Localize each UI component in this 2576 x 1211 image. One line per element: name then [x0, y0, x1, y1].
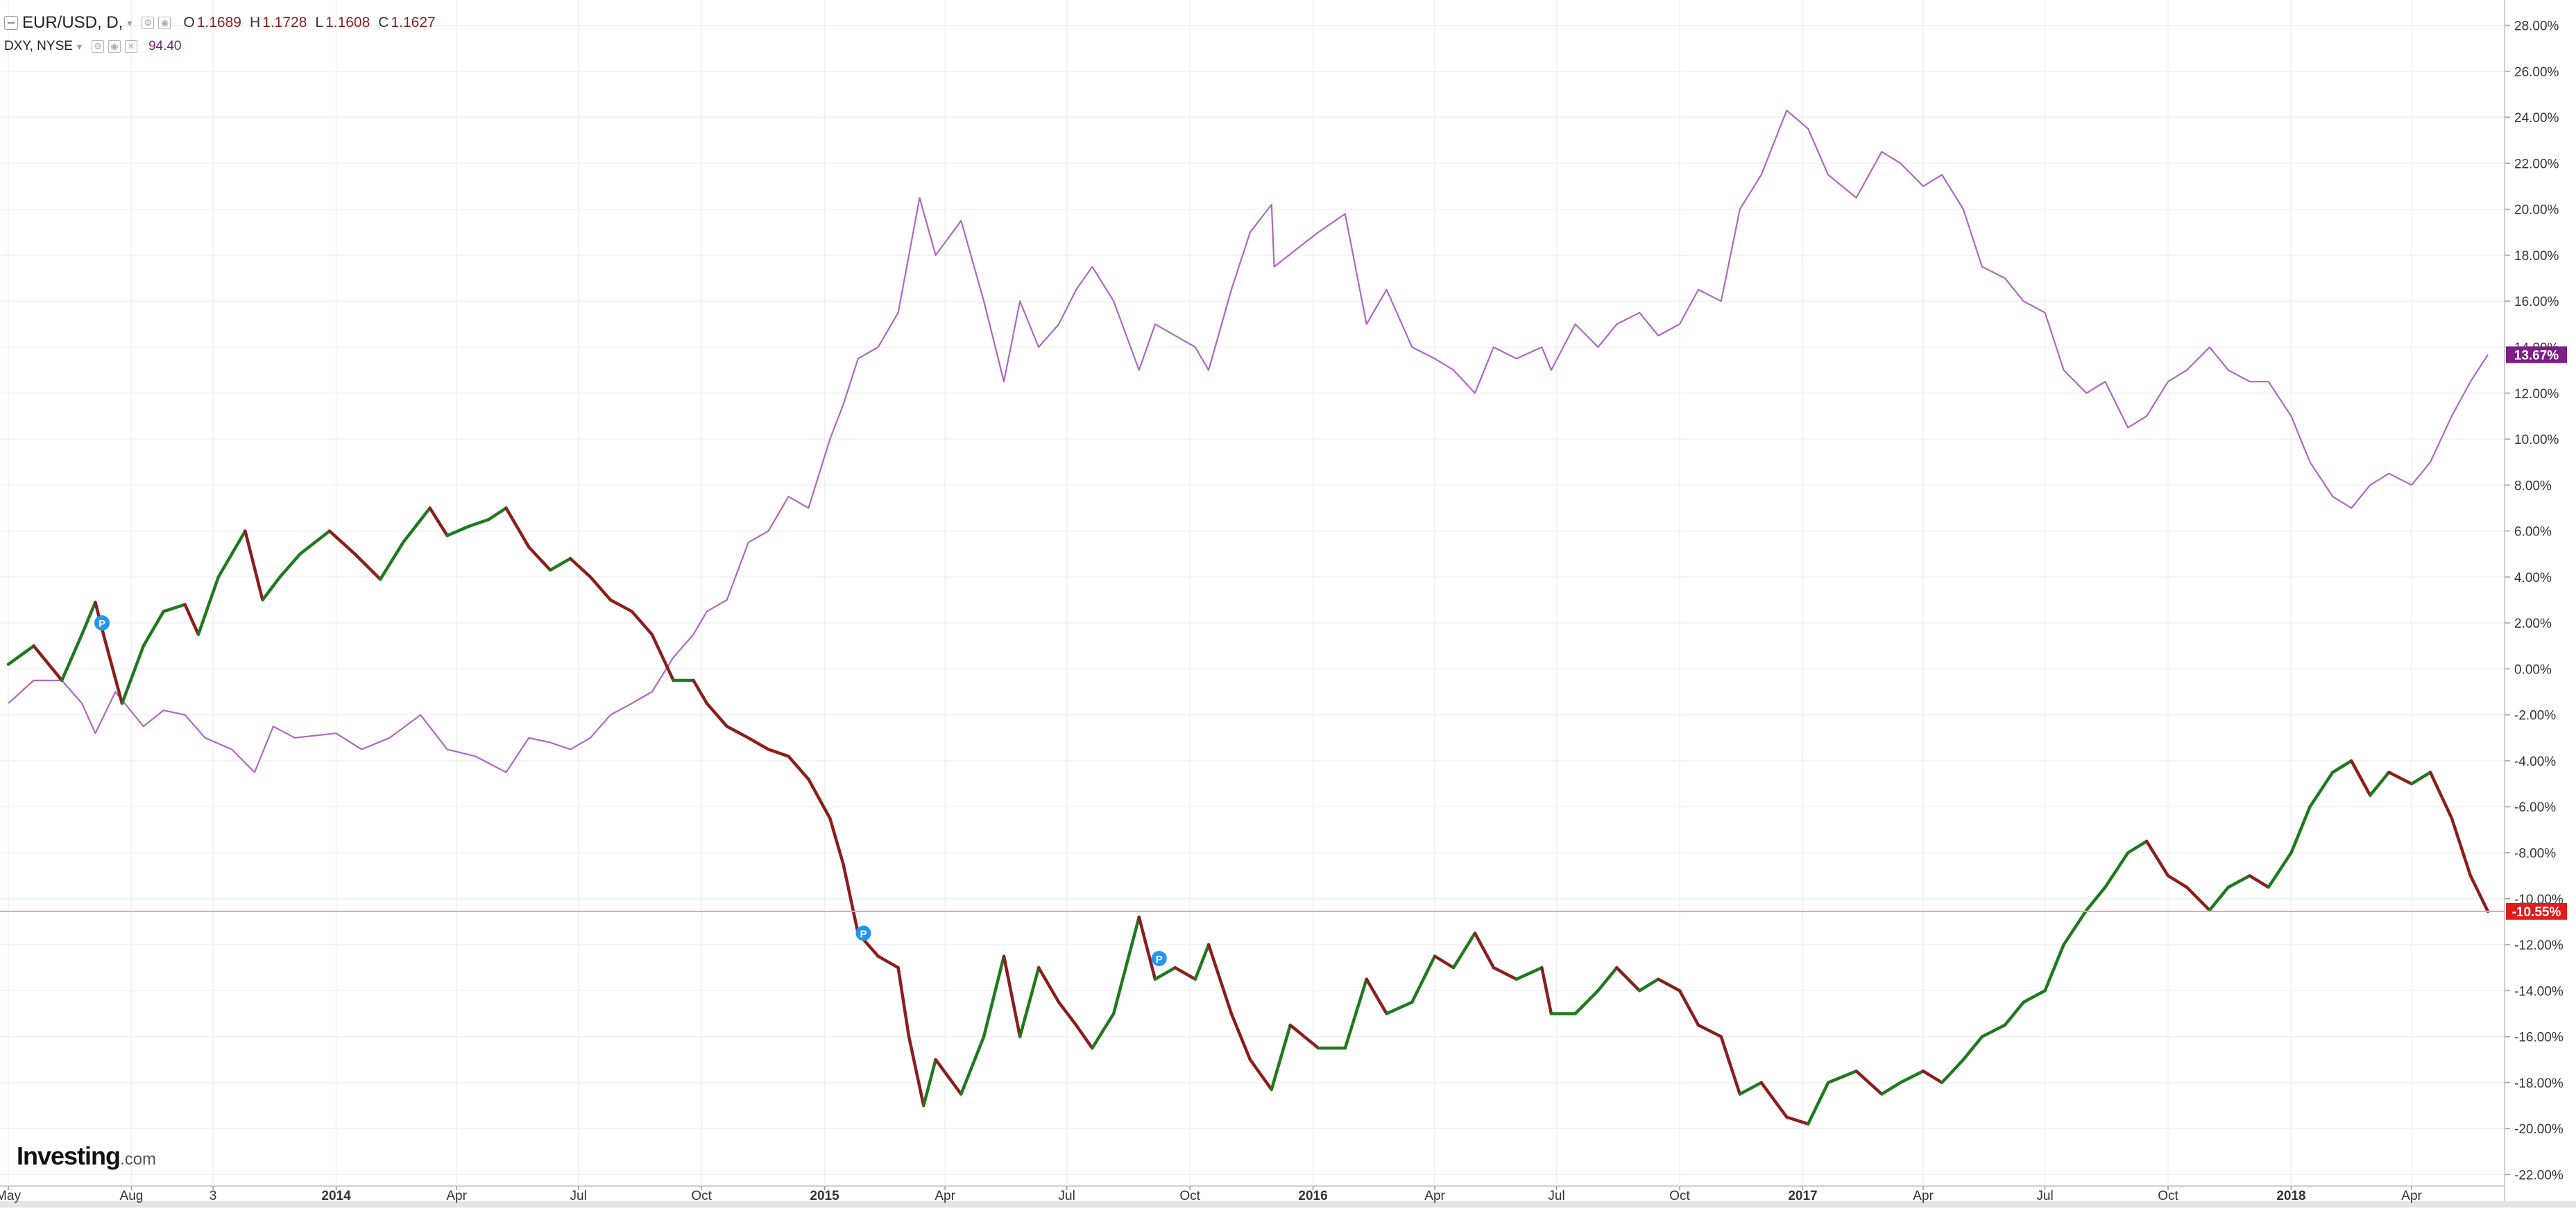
x-tick-label: Oct: [691, 1189, 712, 1203]
legend-compare-row: DXY, NYSE ▾ ⚙ ◉ ✕ 94.40: [4, 35, 436, 58]
y-tick-label: 22.00%: [2514, 157, 2559, 171]
x-tick-label: 2015: [810, 1189, 839, 1203]
x-tick-label: Jul: [1059, 1189, 1075, 1203]
x-tick-label: Oct: [1179, 1189, 1200, 1203]
pin-label: P: [1156, 954, 1163, 965]
dxy-last-value-tag: 13.67%: [2514, 348, 2559, 363]
hide-icon[interactable]: ◉: [108, 40, 121, 53]
y-tick-label: 16.00%: [2514, 295, 2559, 309]
x-tick-label: Apr: [446, 1189, 467, 1203]
chevron-down-icon[interactable]: ▾: [127, 17, 132, 29]
pin-label: P: [860, 928, 867, 940]
event-marker-pin[interactable]: P: [1152, 951, 1167, 966]
main-symbol[interactable]: EUR/USD, D,: [22, 13, 123, 33]
x-tick-label: 2017: [1788, 1189, 1817, 1203]
y-tick-label: 24.00%: [2514, 111, 2559, 126]
y-tick-label: 6.00%: [2514, 525, 2552, 540]
y-tick-label: 28.00%: [2514, 19, 2559, 34]
x-tick-label: Apr: [1913, 1189, 1934, 1203]
event-marker-pin[interactable]: P: [94, 615, 110, 630]
y-tick-label: 10.00%: [2514, 433, 2559, 447]
chevron-down-icon[interactable]: ▾: [77, 41, 82, 53]
x-tick-label: Apr: [935, 1189, 955, 1203]
logo-suffix: .com: [120, 1150, 156, 1169]
close-icon[interactable]: ✕: [125, 40, 137, 53]
x-tick-label: Oct: [2158, 1189, 2178, 1203]
eurusd-last-value-tag: -10.55%: [2512, 905, 2561, 920]
x-tick-label: Jul: [1548, 1189, 1564, 1203]
y-tick-label: -22.00%: [2514, 1168, 2564, 1183]
x-tick-label: 2014: [321, 1189, 351, 1203]
hide-icon[interactable]: ◉: [158, 17, 171, 29]
x-tick-label: 2018: [2276, 1189, 2305, 1203]
pin-label: P: [99, 618, 105, 630]
logo-brand: Investing: [17, 1142, 120, 1170]
x-tick-label: Oct: [1669, 1189, 1690, 1203]
settings-icon[interactable]: ⚙: [92, 40, 104, 53]
x-tick-label: Apr: [2401, 1189, 2422, 1203]
y-tick-label: -2.00%: [2514, 709, 2556, 723]
y-tick-label: 12.00%: [2514, 387, 2559, 402]
y-tick-label: -20.00%: [2514, 1122, 2564, 1137]
y-tick-label: 4.00%: [2514, 571, 2552, 585]
x-tick-label: 2016: [1298, 1189, 1327, 1203]
high-value: 1.1728: [262, 15, 307, 31]
close-value: 1.1627: [391, 15, 435, 31]
settings-icon[interactable]: ⚙: [142, 17, 154, 29]
x-tick-label: Aug: [120, 1189, 144, 1203]
y-tick-label: 20.00%: [2514, 203, 2559, 218]
y-tick-label: -16.00%: [2514, 1031, 2564, 1045]
open-value: 1.1689: [197, 15, 241, 31]
x-tick-label: Jul: [2036, 1189, 2053, 1203]
y-tick-label: -8.00%: [2514, 847, 2556, 861]
open-key: O: [183, 15, 194, 31]
event-marker-pin[interactable]: P: [855, 925, 871, 941]
y-tick-label: -12.00%: [2514, 938, 2564, 953]
y-tick-label: 0.00%: [2514, 662, 2552, 677]
low-key: L: [315, 15, 323, 31]
y-tick-label: -18.00%: [2514, 1076, 2564, 1091]
y-tick-label: 26.00%: [2514, 65, 2559, 80]
bottom-scrollbar: [0, 1201, 2576, 1208]
y-tick-label: -4.00%: [2514, 755, 2556, 769]
close-key: C: [378, 15, 389, 31]
low-value: 1.1608: [325, 15, 370, 31]
y-tick-label: 8.00%: [2514, 479, 2552, 493]
y-tick-label: -6.00%: [2514, 800, 2556, 815]
high-key: H: [250, 15, 260, 31]
legend-main-row: EUR/USD, D, ▾ ⚙ ◉ O 1.1689 H 1.1728 L 1.…: [4, 11, 436, 35]
x-tick-label: Jul: [570, 1189, 587, 1203]
x-tick-label: 3: [210, 1189, 217, 1203]
legend: EUR/USD, D, ▾ ⚙ ◉ O 1.1689 H 1.1728 L 1.…: [4, 11, 436, 58]
y-tick-label: -14.00%: [2514, 984, 2564, 999]
investing-logo: Investing.com: [17, 1142, 156, 1171]
y-tick-label: 18.00%: [2514, 249, 2559, 264]
collapse-icon[interactable]: [4, 16, 18, 30]
compare-value: 94.40: [148, 39, 182, 54]
y-tick-label: 2.00%: [2514, 617, 2552, 631]
x-tick-label: Apr: [1424, 1189, 1445, 1203]
compare-symbol[interactable]: DXY, NYSE: [4, 39, 73, 54]
x-tick-label: May: [0, 1189, 21, 1203]
